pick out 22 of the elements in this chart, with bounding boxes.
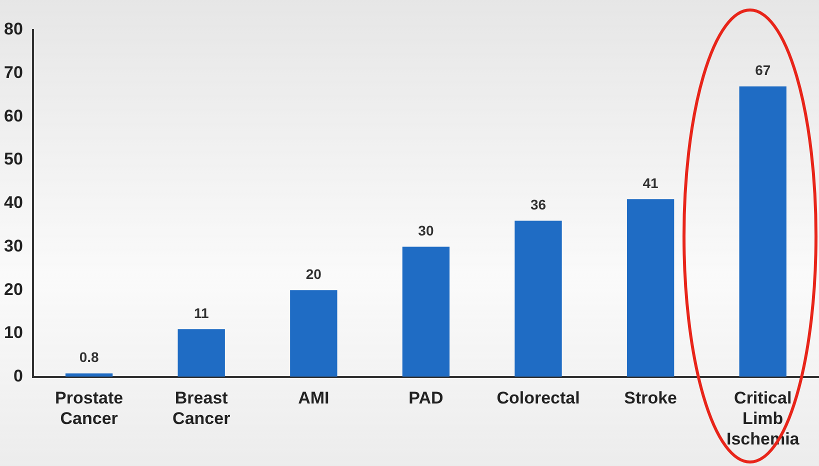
data-label: 30	[418, 222, 434, 239]
y-tick-label: 10	[4, 323, 23, 342]
y-tick-label: 50	[4, 150, 23, 169]
y-tick-label: 20	[4, 280, 23, 299]
data-label: 0.8	[79, 349, 99, 366]
y-tick-label: 30	[4, 236, 23, 256]
x-tick-label: Breast Cancer	[172, 388, 231, 428]
x-tick-label: PAD	[408, 388, 444, 408]
y-tick-label: 0	[13, 366, 23, 386]
data-label: 67	[755, 62, 771, 78]
y-tick-label: 70	[4, 63, 23, 82]
y-tick-label: 80	[4, 20, 23, 39]
y-tick-label: 60	[4, 106, 23, 126]
x-tick-label: Stroke	[624, 388, 678, 408]
x-tick-label: Colorectal	[496, 388, 580, 408]
data-label: 20	[306, 266, 322, 282]
y-tick-label: 40	[4, 193, 23, 212]
data-label: 36	[530, 196, 546, 213]
x-tick-label: AMI	[298, 388, 330, 408]
data-label: 11	[194, 304, 209, 321]
x-tick-label: Prostate Cancer	[55, 388, 124, 428]
data-label: 41	[642, 174, 659, 191]
